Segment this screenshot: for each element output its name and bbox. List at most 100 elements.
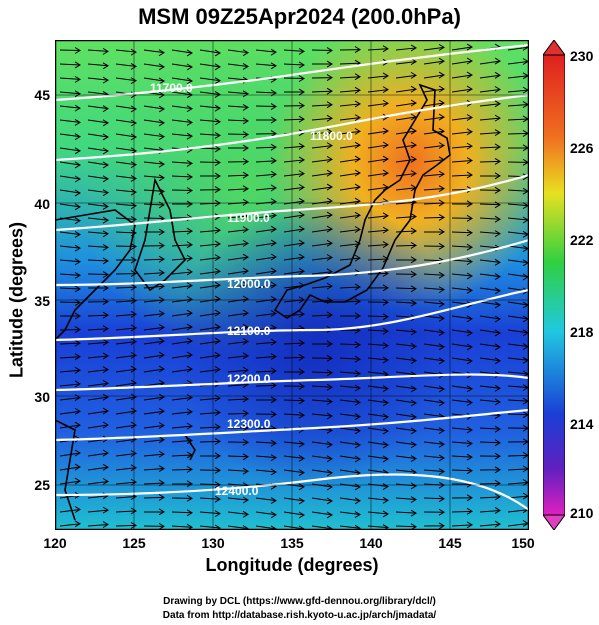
wind-arrow — [479, 157, 501, 165]
wind-arrow — [143, 422, 165, 429]
wind-arrow — [423, 329, 445, 337]
wind-arrow — [339, 413, 361, 421]
x-tick-145: 145 — [438, 535, 462, 551]
wind-arrow — [171, 323, 193, 331]
wind-arrow — [339, 100, 361, 108]
wind-arrow — [199, 409, 221, 416]
wind-arrow — [423, 170, 445, 178]
wind-arrow — [87, 216, 109, 224]
wind-arrow — [423, 213, 445, 221]
map-plot: 11700.0 11800.0 11900.0 12000.0 12100.0 … — [55, 40, 529, 530]
wind-arrow — [395, 523, 417, 530]
wind-arrow — [255, 239, 277, 247]
wind-arrow — [451, 200, 473, 208]
wind-arrow — [115, 105, 137, 113]
wind-arrow — [171, 351, 193, 359]
wind-arrow — [423, 454, 445, 462]
wind-arrow — [227, 131, 249, 138]
wind-arrow — [479, 384, 501, 392]
wind-arrow — [423, 300, 445, 308]
wind-arrow — [283, 511, 305, 519]
wind-arrow — [423, 427, 445, 434]
wind-arrow — [115, 393, 137, 401]
wind-arrow — [283, 102, 305, 110]
wind-arrow — [479, 287, 501, 295]
wind-arrow — [143, 174, 165, 182]
wind-arrow — [115, 464, 137, 472]
wind-arrow — [283, 382, 305, 390]
wind-arrow — [451, 142, 473, 150]
wind-arrow — [59, 147, 81, 155]
wind-arrow — [171, 494, 193, 502]
wind-arrow — [339, 73, 361, 81]
wind-arrow — [423, 71, 445, 79]
wind-arrow — [115, 338, 137, 346]
wind-arrow — [395, 170, 417, 177]
wind-arrow — [227, 510, 249, 518]
wind-arrow — [227, 171, 249, 179]
wind-arrow — [283, 61, 305, 69]
wind-arrow — [115, 379, 137, 387]
wind-arrow — [87, 352, 109, 360]
wind-arrow — [171, 200, 193, 208]
wind-arrow — [423, 228, 445, 236]
wind-arrow — [311, 383, 333, 391]
wind-arrow — [199, 159, 221, 166]
wind-arrow — [451, 128, 473, 136]
wind-arrow — [59, 353, 81, 361]
wind-arrow — [59, 189, 81, 197]
colorbar-label-218: 218 — [570, 324, 594, 340]
wind-arrow — [339, 169, 361, 177]
wind-arrow — [171, 408, 193, 416]
wind-arrow — [87, 379, 109, 387]
wind-arrow — [199, 366, 221, 373]
wind-arrow — [311, 268, 333, 276]
wind-arrow — [171, 282, 193, 290]
contour-label-11900: 11900.0 — [227, 211, 270, 225]
wind-arrow — [171, 309, 193, 317]
wind-arrow — [59, 421, 81, 429]
credit-drawing: Drawing by DCL (https://www.gfd-dennou.o… — [163, 596, 436, 607]
wind-arrow — [311, 239, 333, 247]
wind-arrow — [87, 133, 109, 141]
wind-arrow — [199, 295, 221, 303]
wind-arrow — [283, 397, 305, 405]
wind-arrow — [311, 354, 333, 362]
wind-arrow — [115, 270, 137, 278]
wind-arrow — [479, 230, 501, 238]
wind-arrow — [283, 339, 305, 347]
wind-arrow — [87, 62, 109, 70]
wind-arrow — [451, 329, 473, 337]
wind-arrow — [479, 520, 501, 528]
wind-arrow — [59, 133, 81, 141]
wind-arrow — [423, 271, 445, 279]
coastlines — [55, 83, 451, 521]
wind-arrow — [227, 144, 249, 152]
wind-arrow — [451, 440, 473, 447]
wind-arrow — [451, 171, 473, 179]
wind-arrow — [227, 496, 249, 504]
wind-arrow — [339, 355, 361, 363]
wind-arrow — [171, 337, 193, 345]
contour-label-12400: 12400.0 — [215, 484, 259, 498]
wind-arrow — [423, 385, 445, 393]
wind-arrow — [115, 407, 137, 415]
wind-arrow — [87, 203, 109, 210]
wind-arrow — [255, 410, 277, 418]
wind-arrow — [255, 170, 277, 178]
wind-arrow — [311, 142, 333, 150]
wind-arrow — [395, 496, 417, 503]
wind-arrow — [143, 77, 165, 85]
wind-arrow — [479, 273, 501, 281]
wind-arrow — [87, 76, 109, 84]
wind-arrow — [143, 255, 165, 263]
wind-arrow — [423, 314, 445, 322]
wind-arrow — [59, 75, 81, 83]
wind-vectors — [59, 43, 529, 530]
wind-arrow — [395, 85, 417, 93]
wind-arrow — [87, 271, 109, 278]
wind-arrow — [311, 87, 333, 95]
wind-arrow — [283, 353, 305, 361]
wind-arrow — [199, 323, 221, 331]
wind-arrow — [59, 285, 81, 293]
